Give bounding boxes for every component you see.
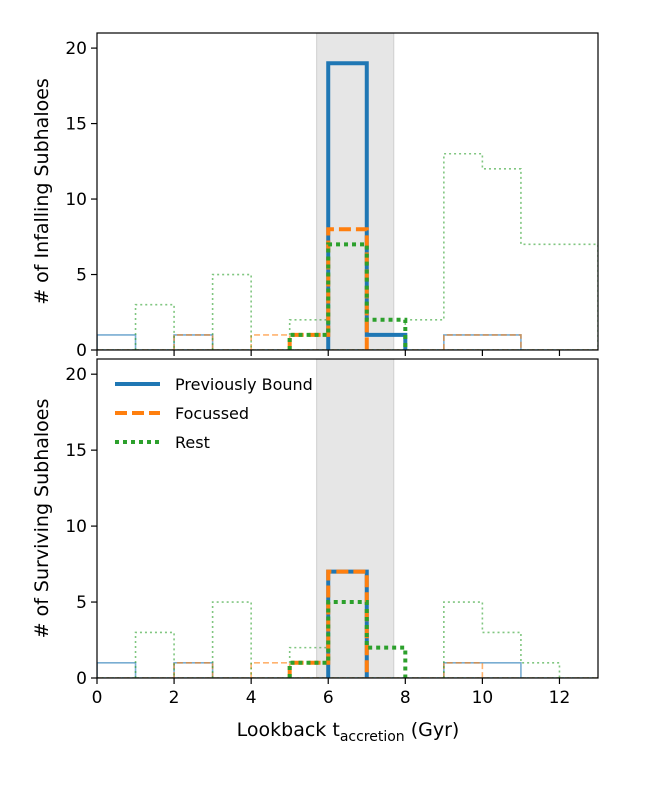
y-tick-label: 5	[76, 593, 87, 613]
x-tick-label: 4	[246, 688, 257, 708]
x-tick-label: 6	[323, 688, 334, 708]
y-tick-label: 10	[65, 517, 87, 537]
x-tick-label: 12	[549, 688, 571, 708]
x-tick-label: 10	[472, 688, 494, 708]
legend-label-previously-bound: Previously Bound	[175, 375, 313, 394]
y-tick-label: 0	[76, 341, 87, 361]
legend-label-focussed: Focussed	[175, 404, 249, 423]
axes-frame	[96, 32, 599, 351]
x-axis-label-units: (Gyr)	[405, 719, 460, 741]
x-tick-label: 2	[169, 688, 180, 708]
y-tick-label: 10	[65, 190, 87, 210]
faint-series-previously-bound	[97, 334, 522, 350]
series-rest	[287, 242, 408, 350]
x-axis-label: Lookback taccretion (Gyr)	[237, 719, 460, 745]
faint-series-previously-bound	[97, 662, 522, 678]
x-axis-label-subscript: accretion	[340, 729, 405, 745]
y-tick-label: 15	[65, 441, 87, 461]
panel-infalling: 0 5 10 15 20 # of Infalling Subhaloes	[31, 32, 599, 361]
x-tick-label: 0	[92, 688, 103, 708]
y-tick-label: 20	[65, 365, 87, 385]
y-axis-label-surviving: # of Surviving Subhaloes	[31, 399, 53, 639]
y-tick-label: 5	[76, 266, 87, 286]
axes-frame	[96, 358, 599, 679]
y-axis-label-infalling: # of Infalling Subhaloes	[31, 78, 53, 305]
legend: Previously Bound Focussed Rest	[115, 375, 313, 452]
faint-series-rest	[134, 601, 561, 678]
faint-series-focussed	[173, 334, 522, 350]
x-axis-label-main: Lookback t	[237, 719, 340, 741]
y-tick-label: 15	[65, 115, 87, 135]
y-tick-label: 0	[76, 669, 87, 689]
x-tick-label: 8	[400, 688, 411, 708]
legend-label-rest: Rest	[175, 433, 210, 452]
panel-surviving: 0 5 10 15 20 0 2 4 6 8 10 12 # of Surviving Subhaloe…	[31, 358, 599, 708]
y-tick-label: 20	[65, 39, 87, 59]
